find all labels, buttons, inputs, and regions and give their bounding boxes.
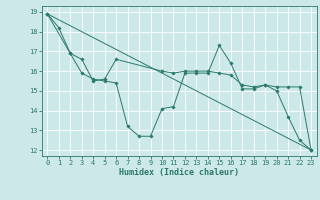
X-axis label: Humidex (Indice chaleur): Humidex (Indice chaleur) [119,168,239,177]
